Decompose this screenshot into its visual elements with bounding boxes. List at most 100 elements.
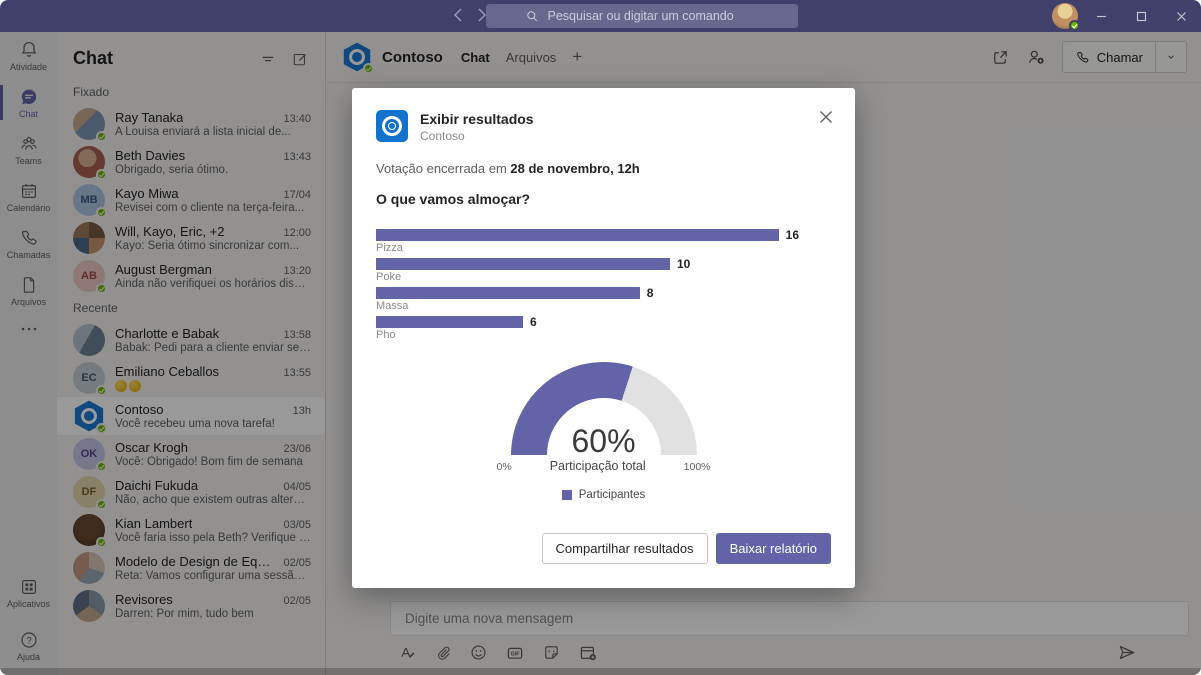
- chat-name: Will, Kayo, Eric, +2: [115, 224, 225, 239]
- sidebar-item-calls[interactable]: Chamadas: [0, 220, 57, 267]
- poll-end-date: 28 de novembro, 12h: [510, 161, 640, 176]
- panel-title: Chat: [73, 48, 113, 68]
- teams-icon: [19, 134, 39, 154]
- sidebar-item-chat[interactable]: Chat: [0, 79, 57, 126]
- gif-icon[interactable]: GIF: [505, 643, 525, 663]
- gauge-legend: Participantes: [376, 489, 831, 501]
- poll-results-dialog: Exibir resultados Contoso Votação encerr…: [352, 88, 855, 588]
- tab-files[interactable]: Arquivos: [505, 49, 557, 65]
- chat-preview: Ainda não verifiquei os horários disponí…: [115, 278, 311, 290]
- format-icon[interactable]: [398, 643, 417, 662]
- avatar: [73, 590, 105, 622]
- sidebar-item-help[interactable]: ? Ajuda: [0, 622, 57, 669]
- share-results-button[interactable]: Compartilhar resultados: [541, 533, 708, 564]
- list-item[interactable]: Charlotte e Babak 13:58 Babak: Pedi para…: [57, 321, 325, 359]
- chat-name: Daichi Fukuda: [115, 478, 199, 493]
- poll-bar-chart: 16 Pizza 10 Poke 8 Massa 6 Pho: [376, 228, 831, 341]
- close-icon[interactable]: [819, 110, 833, 124]
- svg-text:?: ?: [26, 635, 31, 646]
- chat-preview: Você: Obrigado! Bom fim de semana: [115, 456, 303, 468]
- list-item[interactable]: Ray Tanaka 13:40 A Louisa enviará a list…: [57, 105, 325, 143]
- presence-badge: [96, 461, 107, 472]
- list-item[interactable]: AB August Bergman 13:20 Ainda não verifi…: [57, 257, 325, 295]
- maximize-button[interactable]: [1121, 0, 1161, 32]
- list-item[interactable]: EC Emiliano Ceballos 13:55: [57, 359, 325, 397]
- list-item[interactable]: Modelo de Design de Equipe 02/05 Reta: V…: [57, 549, 325, 587]
- sidebar-item-apps[interactable]: Aplicativos: [0, 569, 57, 616]
- filter-icon[interactable]: [259, 50, 277, 68]
- sidebar-item-activity[interactable]: Atividade: [0, 32, 57, 79]
- chart-bar-value: 6: [529, 315, 537, 329]
- chat-preview: Darren: Por mim, tudo bem: [115, 608, 254, 620]
- minimize-button[interactable]: [1081, 0, 1121, 32]
- sticker-icon[interactable]: [542, 643, 561, 662]
- chart-bar-row: 6 Pho: [376, 315, 831, 341]
- section-label: Fixado: [73, 85, 110, 99]
- chat-preview: Kayo: Seria ótimo sincronizar com...: [115, 240, 300, 252]
- search-icon: [525, 9, 539, 23]
- emoji-icon[interactable]: [469, 643, 488, 662]
- add-tab-button[interactable]: +: [572, 47, 583, 66]
- popout-icon[interactable]: [991, 48, 1010, 67]
- call-options-chevron[interactable]: [1155, 42, 1186, 72]
- presence-badge: [96, 283, 107, 294]
- command-search[interactable]: [486, 4, 798, 28]
- chat-name: Ray Tanaka: [115, 110, 184, 125]
- gauge-title: Participação total: [549, 459, 646, 473]
- chat-list-panel: Chat Fixado Ray Tanaka 13:40 A Louisa en…: [57, 32, 326, 675]
- sidebar-item-teams[interactable]: Teams: [0, 126, 57, 173]
- list-item[interactable]: Revisores 02/05 Darren: Por mim, tudo be…: [57, 587, 325, 625]
- search-input[interactable]: [545, 8, 760, 24]
- chart-bar-label: Poke: [376, 271, 402, 283]
- presence-badge: [96, 385, 107, 396]
- list-item[interactable]: Beth Davies 13:43 Obrigado, seria ótimo.: [57, 143, 325, 181]
- message-input[interactable]: [403, 610, 1176, 627]
- chart-bar-row: 16 Pizza: [376, 228, 831, 254]
- forward-icon[interactable]: [476, 7, 488, 23]
- more-apps-icon[interactable]: [0, 314, 57, 344]
- list-item[interactable]: OK Oscar Krogh 23/06 Você: Obrigado! Bom…: [57, 435, 325, 473]
- chart-bar-value: 10: [676, 257, 691, 271]
- chart-bar: [376, 258, 670, 270]
- chat-preview: Você recebeu uma nova tarefa!: [115, 418, 275, 430]
- chat-preview: Você faria isso pela Beth? Verifique se …: [115, 532, 311, 544]
- phone-icon: [19, 228, 39, 248]
- chart-bar: [376, 287, 640, 299]
- attach-icon[interactable]: [434, 644, 452, 662]
- presence-badge: [96, 423, 107, 434]
- back-icon[interactable]: [452, 7, 464, 23]
- list-item[interactable]: MB Kayo Miwa 17/04 Revisei com o cliente…: [57, 181, 325, 219]
- message-input-box[interactable]: [390, 601, 1189, 636]
- list-item[interactable]: Will, Kayo, Eric, +2 12:00 Kayo: Seria ó…: [57, 219, 325, 257]
- chat-name: Revisores: [115, 592, 173, 607]
- avatar: AB: [73, 260, 107, 294]
- sidebar-item-files[interactable]: Arquivos: [0, 267, 57, 314]
- schedule-message-icon[interactable]: [578, 643, 598, 663]
- chat-time: 13:43: [283, 151, 311, 163]
- list-item[interactable]: Kian Lambert 03/05 Você faria isso pela …: [57, 511, 325, 549]
- contoso-app-icon: [376, 110, 408, 142]
- send-icon[interactable]: [1116, 642, 1137, 663]
- avatar: [73, 222, 105, 254]
- chat-name: Kayo Miwa: [115, 186, 179, 201]
- close-button[interactable]: [1161, 0, 1201, 32]
- chat-time: 02/05: [283, 557, 311, 569]
- add-person-icon[interactable]: [1026, 47, 1046, 67]
- tab-chat[interactable]: Chat: [460, 49, 490, 65]
- avatar: [73, 324, 105, 356]
- chart-bar-label: Massa: [376, 300, 409, 312]
- avatar: [73, 400, 107, 434]
- list-item[interactable]: DF Daichi Fukuda 04/05 Não, acho que exi…: [57, 473, 325, 511]
- user-avatar[interactable]: [1052, 3, 1080, 31]
- download-report-button[interactable]: Baixar relatório: [715, 533, 831, 564]
- call-button[interactable]: Chamar: [1063, 42, 1155, 72]
- chat-time: 13:58: [283, 329, 311, 341]
- chat-name: August Bergman: [115, 262, 212, 277]
- chat-name: Oscar Krogh: [115, 440, 188, 455]
- chat-time: 12:00: [283, 227, 311, 239]
- new-chat-icon[interactable]: [291, 50, 309, 68]
- presence-badge: [96, 207, 107, 218]
- list-item[interactable]: Contoso 13h Você recebeu uma nova tarefa…: [57, 397, 325, 435]
- sidebar-item-calendar[interactable]: Calendário: [0, 173, 57, 220]
